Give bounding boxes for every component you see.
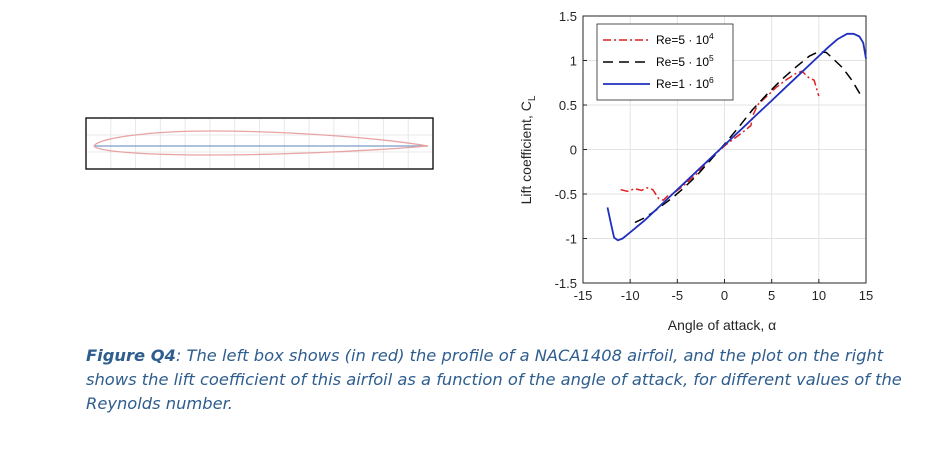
figure-caption: Figure Q4: The left box shows (in red) t… [86,344,916,416]
legend-label-2: Re=5 · 105 [656,53,714,69]
series-line-2 [634,50,862,224]
x-tick-label: -10 [621,288,640,303]
y-tick-label: 0 [570,143,577,158]
x-tick-label: 10 [812,288,826,303]
y-tick-label: 1 [570,54,577,69]
x-tick-label: 15 [859,288,873,303]
axis-ticks: -15 -10 -5 0 5 10 15 -1.5 -1 -0.5 0 0.5 1 1.5 [555,9,874,303]
airfoil-profile [93,130,429,156]
y-tick-label: 1.5 [559,9,577,24]
caption-text: : The left box shows (in red) the profil… [86,346,902,413]
x-tick-label: 0 [721,288,728,303]
y-tick-label: 0.5 [559,98,577,113]
legend-label-1: Re=5 · 104 [656,31,714,47]
legend-label-3: Re=1 · 106 [656,75,714,91]
x-tick-label: -5 [672,288,684,303]
x-axis-label: Angle of attack, α [668,317,777,333]
y-tick-label: -0.5 [555,187,577,202]
x-tick-label: 5 [768,288,775,303]
legend: Re=5 · 104 Re=5 · 105 Re=1 · 106 [596,23,734,101]
airfoil-grid [87,119,432,168]
y-tick-label: -1 [565,232,577,247]
caption-label: Figure Q4 [86,346,176,365]
y-axis-label: Lift coefficient, CL [518,95,538,204]
y-tick-label: -1.5 [555,276,577,291]
series-lines [606,32,867,242]
series-line-3 [606,32,867,242]
x-tick-label: -15 [574,288,593,303]
